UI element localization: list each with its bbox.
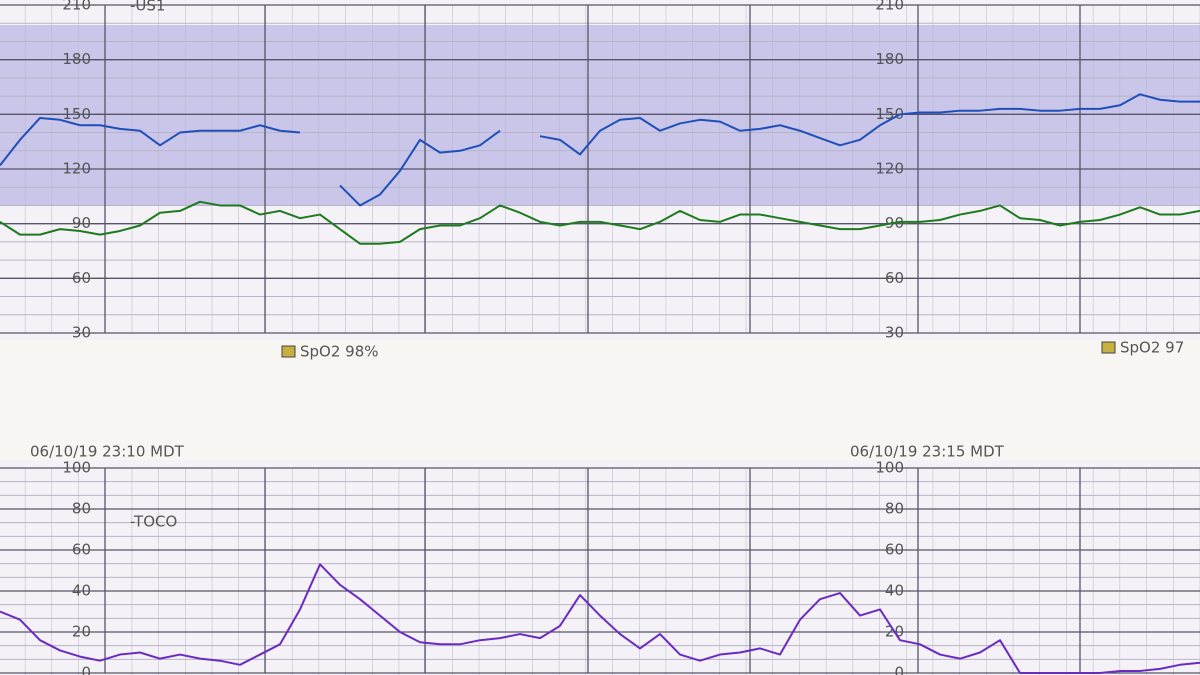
y-tick-label: 60 <box>72 269 91 287</box>
minor-grid <box>0 468 1200 675</box>
y-tick-label: 20 <box>72 623 91 641</box>
y-tick-label: 40 <box>885 582 904 600</box>
y-tick-label: 120 <box>875 160 904 178</box>
annotation: SpO2 97 <box>1120 339 1184 357</box>
y-tick-label: 210 <box>875 0 904 14</box>
y-tick-label: 80 <box>885 500 904 518</box>
annotation: -TOCO <box>130 513 177 531</box>
y-tick-label: 0 <box>894 664 904 675</box>
y-tick-label: 150 <box>62 105 91 123</box>
spo2-icon <box>281 345 296 358</box>
y-tick-label: 0 <box>81 664 91 675</box>
y-tick-label: 60 <box>72 541 91 559</box>
trace <box>0 563 1200 674</box>
y-tick-label: 80 <box>72 500 91 518</box>
y-tick-label: 60 <box>885 541 904 559</box>
timestamp: 06/10/19 23:15 MDT <box>850 443 1005 461</box>
y-tick-label: 150 <box>875 105 904 123</box>
y-tick-label: 100 <box>875 459 904 477</box>
trace <box>0 200 1200 245</box>
annotation: -US1 <box>130 0 165 15</box>
spo2-icon <box>1101 341 1116 354</box>
y-tick-label: 90 <box>72 214 91 232</box>
annotation: SpO2 98% <box>300 343 379 361</box>
trace <box>0 93 1200 207</box>
timestamp: 06/10/19 23:10 MDT <box>30 443 185 461</box>
y-tick-label: 210 <box>62 0 91 14</box>
y-tick-label: 60 <box>885 269 904 287</box>
gap-panel <box>0 340 1200 460</box>
y-tick-label: 120 <box>62 160 91 178</box>
y-tick-label: 180 <box>875 50 904 68</box>
y-tick-label: 30 <box>885 324 904 342</box>
y-tick-label: 100 <box>62 459 91 477</box>
y-tick-label: 30 <box>72 324 91 342</box>
y-tick-label: 40 <box>72 582 91 600</box>
y-tick-label: 180 <box>62 50 91 68</box>
